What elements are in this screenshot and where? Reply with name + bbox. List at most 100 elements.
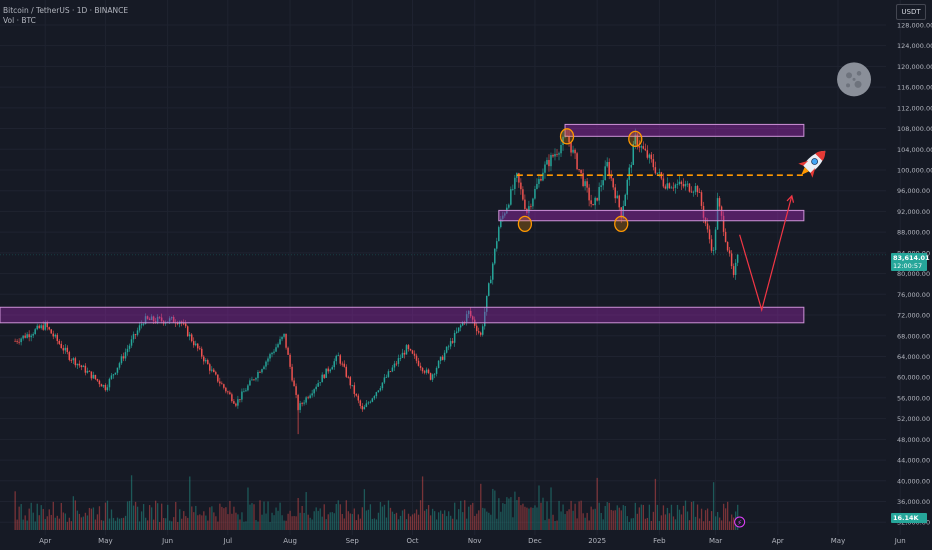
symbol-title[interactable]: Bitcoin / TetherUS · 1D · BINANCE — [3, 6, 129, 15]
volume-bar — [64, 513, 66, 530]
resistance-zone[interactable] — [564, 123, 805, 137]
volume-bar — [169, 520, 171, 530]
candle-body — [736, 254, 739, 263]
candle-body — [209, 364, 211, 371]
y-tick-label: 36,000.00 — [897, 498, 930, 506]
volume-bar — [530, 507, 532, 530]
volume-bar — [255, 520, 257, 530]
volume-bar — [128, 500, 131, 530]
volume-bar — [490, 514, 492, 530]
volume-bar — [540, 502, 542, 530]
candle-body — [562, 136, 564, 146]
volume-bar — [680, 514, 683, 530]
candle-body — [471, 316, 474, 320]
candle-body — [291, 366, 293, 381]
volume-bar — [474, 515, 476, 530]
candle-body — [648, 154, 651, 158]
candle-body — [544, 164, 546, 173]
volume-bar — [706, 508, 709, 530]
candle-body — [610, 175, 612, 179]
candle-body — [375, 392, 378, 397]
candle-body — [303, 402, 305, 404]
candle-body — [205, 360, 207, 362]
candle-body — [435, 367, 438, 374]
volume-bar — [496, 518, 498, 530]
candle-body — [728, 250, 731, 254]
candle-body — [385, 376, 388, 378]
volume-bar — [361, 507, 364, 530]
candle-body — [281, 336, 283, 340]
volume-bar — [444, 510, 446, 530]
volume-bar — [317, 510, 319, 530]
volume-bar — [590, 506, 592, 530]
volume-bar — [393, 513, 396, 530]
candle-body — [48, 327, 50, 330]
y-tick-label: 88,000.00 — [897, 229, 930, 237]
volume-bar — [275, 507, 277, 530]
volume-bar — [636, 513, 638, 530]
moon-crater — [846, 83, 851, 88]
volume-bar — [716, 511, 719, 530]
candle-body — [656, 172, 659, 174]
candle-body — [490, 279, 492, 284]
currency-badge[interactable]: USDT — [896, 4, 926, 20]
marker-circle[interactable] — [614, 215, 629, 233]
candle-body — [672, 187, 675, 189]
volume-bar — [157, 503, 159, 530]
volume-bar — [283, 520, 285, 530]
candle-body — [70, 359, 73, 361]
volume-bar — [383, 504, 386, 530]
volume-bar — [155, 500, 157, 530]
volume-bar — [397, 519, 400, 530]
marker-circle[interactable] — [628, 130, 643, 148]
volume-bar — [54, 517, 56, 530]
candle-body — [512, 188, 514, 190]
candle-body — [604, 166, 606, 181]
candle-body — [156, 316, 159, 323]
volume-bar — [167, 504, 169, 530]
volume-bar — [642, 504, 645, 530]
candle-body — [231, 394, 233, 402]
volume-bar — [542, 497, 544, 530]
candle-body — [108, 378, 111, 388]
volume-bar — [309, 517, 311, 530]
volume-bar — [102, 520, 105, 530]
candle-body — [616, 195, 618, 199]
candle-body — [508, 204, 510, 208]
volume-bar — [62, 512, 64, 530]
marker-circle[interactable] — [559, 128, 575, 145]
candle-body — [451, 341, 454, 343]
volume-bar — [389, 507, 392, 530]
candle-body — [46, 322, 48, 328]
volume-bar — [56, 515, 58, 530]
volume-bar — [556, 520, 558, 530]
volume-bar — [626, 516, 628, 530]
x-tick-label: Aug — [283, 537, 297, 545]
volume-bar — [480, 483, 482, 530]
volume-bar — [650, 520, 653, 530]
rocket-icon — [798, 150, 826, 178]
candle-body — [271, 352, 273, 355]
projection-path[interactable] — [739, 195, 793, 313]
volume-bar — [337, 500, 339, 530]
candle-body — [437, 360, 440, 368]
candle-body — [64, 347, 67, 351]
volume-bar — [712, 482, 715, 530]
volume-label[interactable]: Vol · BTC — [3, 16, 36, 25]
candle-body — [510, 189, 512, 205]
alert-badge-icon[interactable] — [734, 516, 746, 528]
volume-bar — [281, 515, 283, 530]
candle-body — [339, 355, 341, 364]
support-zone-upper[interactable] — [498, 209, 805, 222]
support-zone-lower[interactable] — [0, 306, 805, 324]
volume-bar — [492, 488, 494, 530]
candle-body — [433, 373, 436, 375]
volume-bar — [193, 512, 195, 530]
volume-bar — [74, 500, 77, 530]
marker-circle[interactable] — [517, 215, 533, 233]
candle-body — [293, 380, 295, 387]
candle-body — [678, 181, 681, 185]
candle-body — [662, 178, 665, 187]
candle-body — [574, 149, 576, 154]
